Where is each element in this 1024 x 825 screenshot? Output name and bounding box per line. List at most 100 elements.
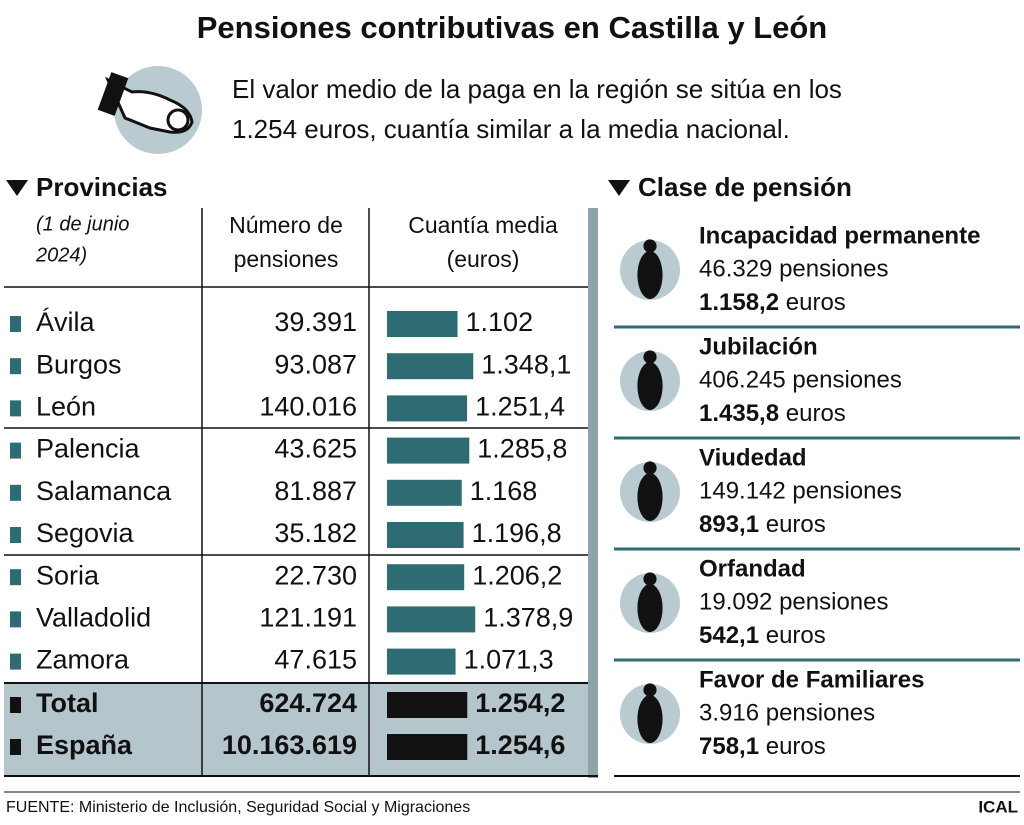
row-count: 47.615 bbox=[274, 645, 357, 675]
class-name: Jubilación bbox=[699, 333, 818, 360]
silhouette bbox=[637, 695, 663, 743]
bar-label: 1.285,8 bbox=[477, 434, 567, 464]
amount-unit: euros bbox=[766, 733, 826, 760]
class-amount: 542,1 euros bbox=[699, 622, 826, 649]
row-count: 121.191 bbox=[259, 603, 357, 633]
row-count: 624.724 bbox=[259, 688, 357, 718]
row-marker bbox=[10, 697, 21, 713]
row-count: 81.887 bbox=[274, 476, 357, 506]
row-count: 39.391 bbox=[274, 307, 357, 337]
row-count: 43.625 bbox=[274, 434, 357, 464]
hand-icon bbox=[97, 66, 202, 154]
row-marker bbox=[10, 611, 21, 628]
silhouette bbox=[637, 473, 663, 521]
row-marker bbox=[10, 442, 21, 459]
title: Pensiones contributivas en Castilla y Le… bbox=[197, 10, 828, 45]
row-count: 140.016 bbox=[259, 392, 357, 422]
subtitle-line: El valor medio de la paga en la región s… bbox=[232, 74, 842, 104]
panel-edge bbox=[588, 208, 598, 778]
row-name: León bbox=[36, 392, 96, 422]
bar bbox=[387, 437, 470, 464]
class-count: 3.916 pensiones bbox=[699, 699, 875, 726]
bar-label: 1.254,6 bbox=[475, 730, 565, 760]
class-amount: 1.435,8 euros bbox=[699, 400, 846, 427]
row-name: Salamanca bbox=[36, 476, 172, 506]
bar-label: 1.251,4 bbox=[475, 392, 565, 422]
amount-value: 758,1 bbox=[699, 733, 759, 760]
row-name: Palencia bbox=[36, 434, 141, 464]
silhouette-head bbox=[643, 683, 657, 697]
silhouette bbox=[637, 362, 663, 410]
bar bbox=[387, 606, 476, 633]
column-header: Cuantía media bbox=[408, 212, 558, 238]
bar bbox=[387, 311, 458, 337]
column-header: pensiones bbox=[234, 246, 339, 272]
amount-unit: euros bbox=[786, 289, 846, 316]
class-count: 406.245 pensiones bbox=[699, 366, 902, 393]
row-name: Burgos bbox=[36, 349, 122, 379]
bar-label: 1.196,8 bbox=[472, 518, 562, 548]
row-name: Total bbox=[36, 688, 99, 718]
section-heading: Provincias bbox=[36, 172, 168, 202]
class-name: Viudedad bbox=[699, 444, 807, 471]
row-name: España bbox=[36, 730, 133, 760]
silhouette-head bbox=[643, 350, 657, 364]
silhouette-head bbox=[643, 461, 657, 475]
amount-unit: euros bbox=[766, 511, 826, 538]
bar-label: 1.071,3 bbox=[464, 645, 554, 675]
row-name: Segovia bbox=[36, 518, 135, 548]
row-marker bbox=[10, 316, 21, 332]
row-count: 35.182 bbox=[274, 518, 357, 548]
bar-label: 1.378,9 bbox=[483, 603, 573, 633]
amount-value: 1.435,8 bbox=[699, 400, 779, 427]
amount-value: 1.158,2 bbox=[699, 289, 779, 316]
credit: ICAL bbox=[978, 797, 1018, 816]
amount-unit: euros bbox=[786, 400, 846, 427]
date-note: 2024) bbox=[35, 244, 87, 266]
bar bbox=[387, 564, 465, 591]
row-name: Zamora bbox=[36, 645, 130, 675]
class-count: 46.329 pensiones bbox=[699, 255, 889, 282]
row-marker bbox=[10, 527, 21, 543]
row-count: 93.087 bbox=[274, 349, 357, 379]
column-header: (euros) bbox=[447, 246, 520, 272]
column-header: Número de bbox=[229, 212, 343, 238]
bar-label: 1.206,2 bbox=[472, 560, 562, 590]
row-count: 10.163.619 bbox=[222, 730, 357, 760]
heading-arrow bbox=[608, 180, 630, 196]
row-count: 22.730 bbox=[274, 560, 357, 590]
row-marker bbox=[10, 484, 21, 501]
class-count: 19.092 pensiones bbox=[699, 588, 889, 615]
row-name: Soria bbox=[36, 560, 100, 590]
row-marker bbox=[10, 358, 21, 375]
subtitle-line: 1.254 euros, cuantía similar a la media … bbox=[232, 114, 790, 144]
row-marker bbox=[10, 653, 21, 670]
class-name: Favor de Familiares bbox=[699, 666, 924, 693]
bar-label: 1.254,2 bbox=[475, 688, 565, 718]
section-heading: Clase de pensión bbox=[638, 172, 852, 202]
silhouette-head bbox=[643, 572, 657, 586]
source: FUENTE: Ministerio de Inclusión, Segurid… bbox=[6, 799, 470, 816]
amount-value: 542,1 bbox=[699, 622, 759, 649]
bar-label: 1.348,1 bbox=[481, 349, 571, 379]
row-marker bbox=[10, 400, 21, 417]
bar-label: 1.102 bbox=[466, 307, 534, 337]
bar bbox=[387, 479, 462, 506]
row-name: Ávila bbox=[36, 307, 96, 337]
row-marker bbox=[10, 569, 21, 586]
bar bbox=[387, 395, 468, 422]
row-marker bbox=[10, 739, 21, 755]
class-amount: 1.158,2 euros bbox=[699, 289, 846, 316]
heading-arrow bbox=[6, 180, 28, 196]
totals-background bbox=[4, 683, 588, 775]
bar bbox=[387, 734, 468, 760]
bar bbox=[387, 648, 456, 675]
amount-unit: euros bbox=[766, 622, 826, 649]
silhouette-head bbox=[643, 239, 657, 253]
bar bbox=[387, 522, 464, 548]
silhouette bbox=[637, 584, 663, 632]
amount-value: 893,1 bbox=[699, 511, 759, 538]
class-name: Incapacidad permanente bbox=[699, 222, 980, 249]
bar bbox=[387, 692, 468, 718]
class-amount: 893,1 euros bbox=[699, 511, 826, 538]
